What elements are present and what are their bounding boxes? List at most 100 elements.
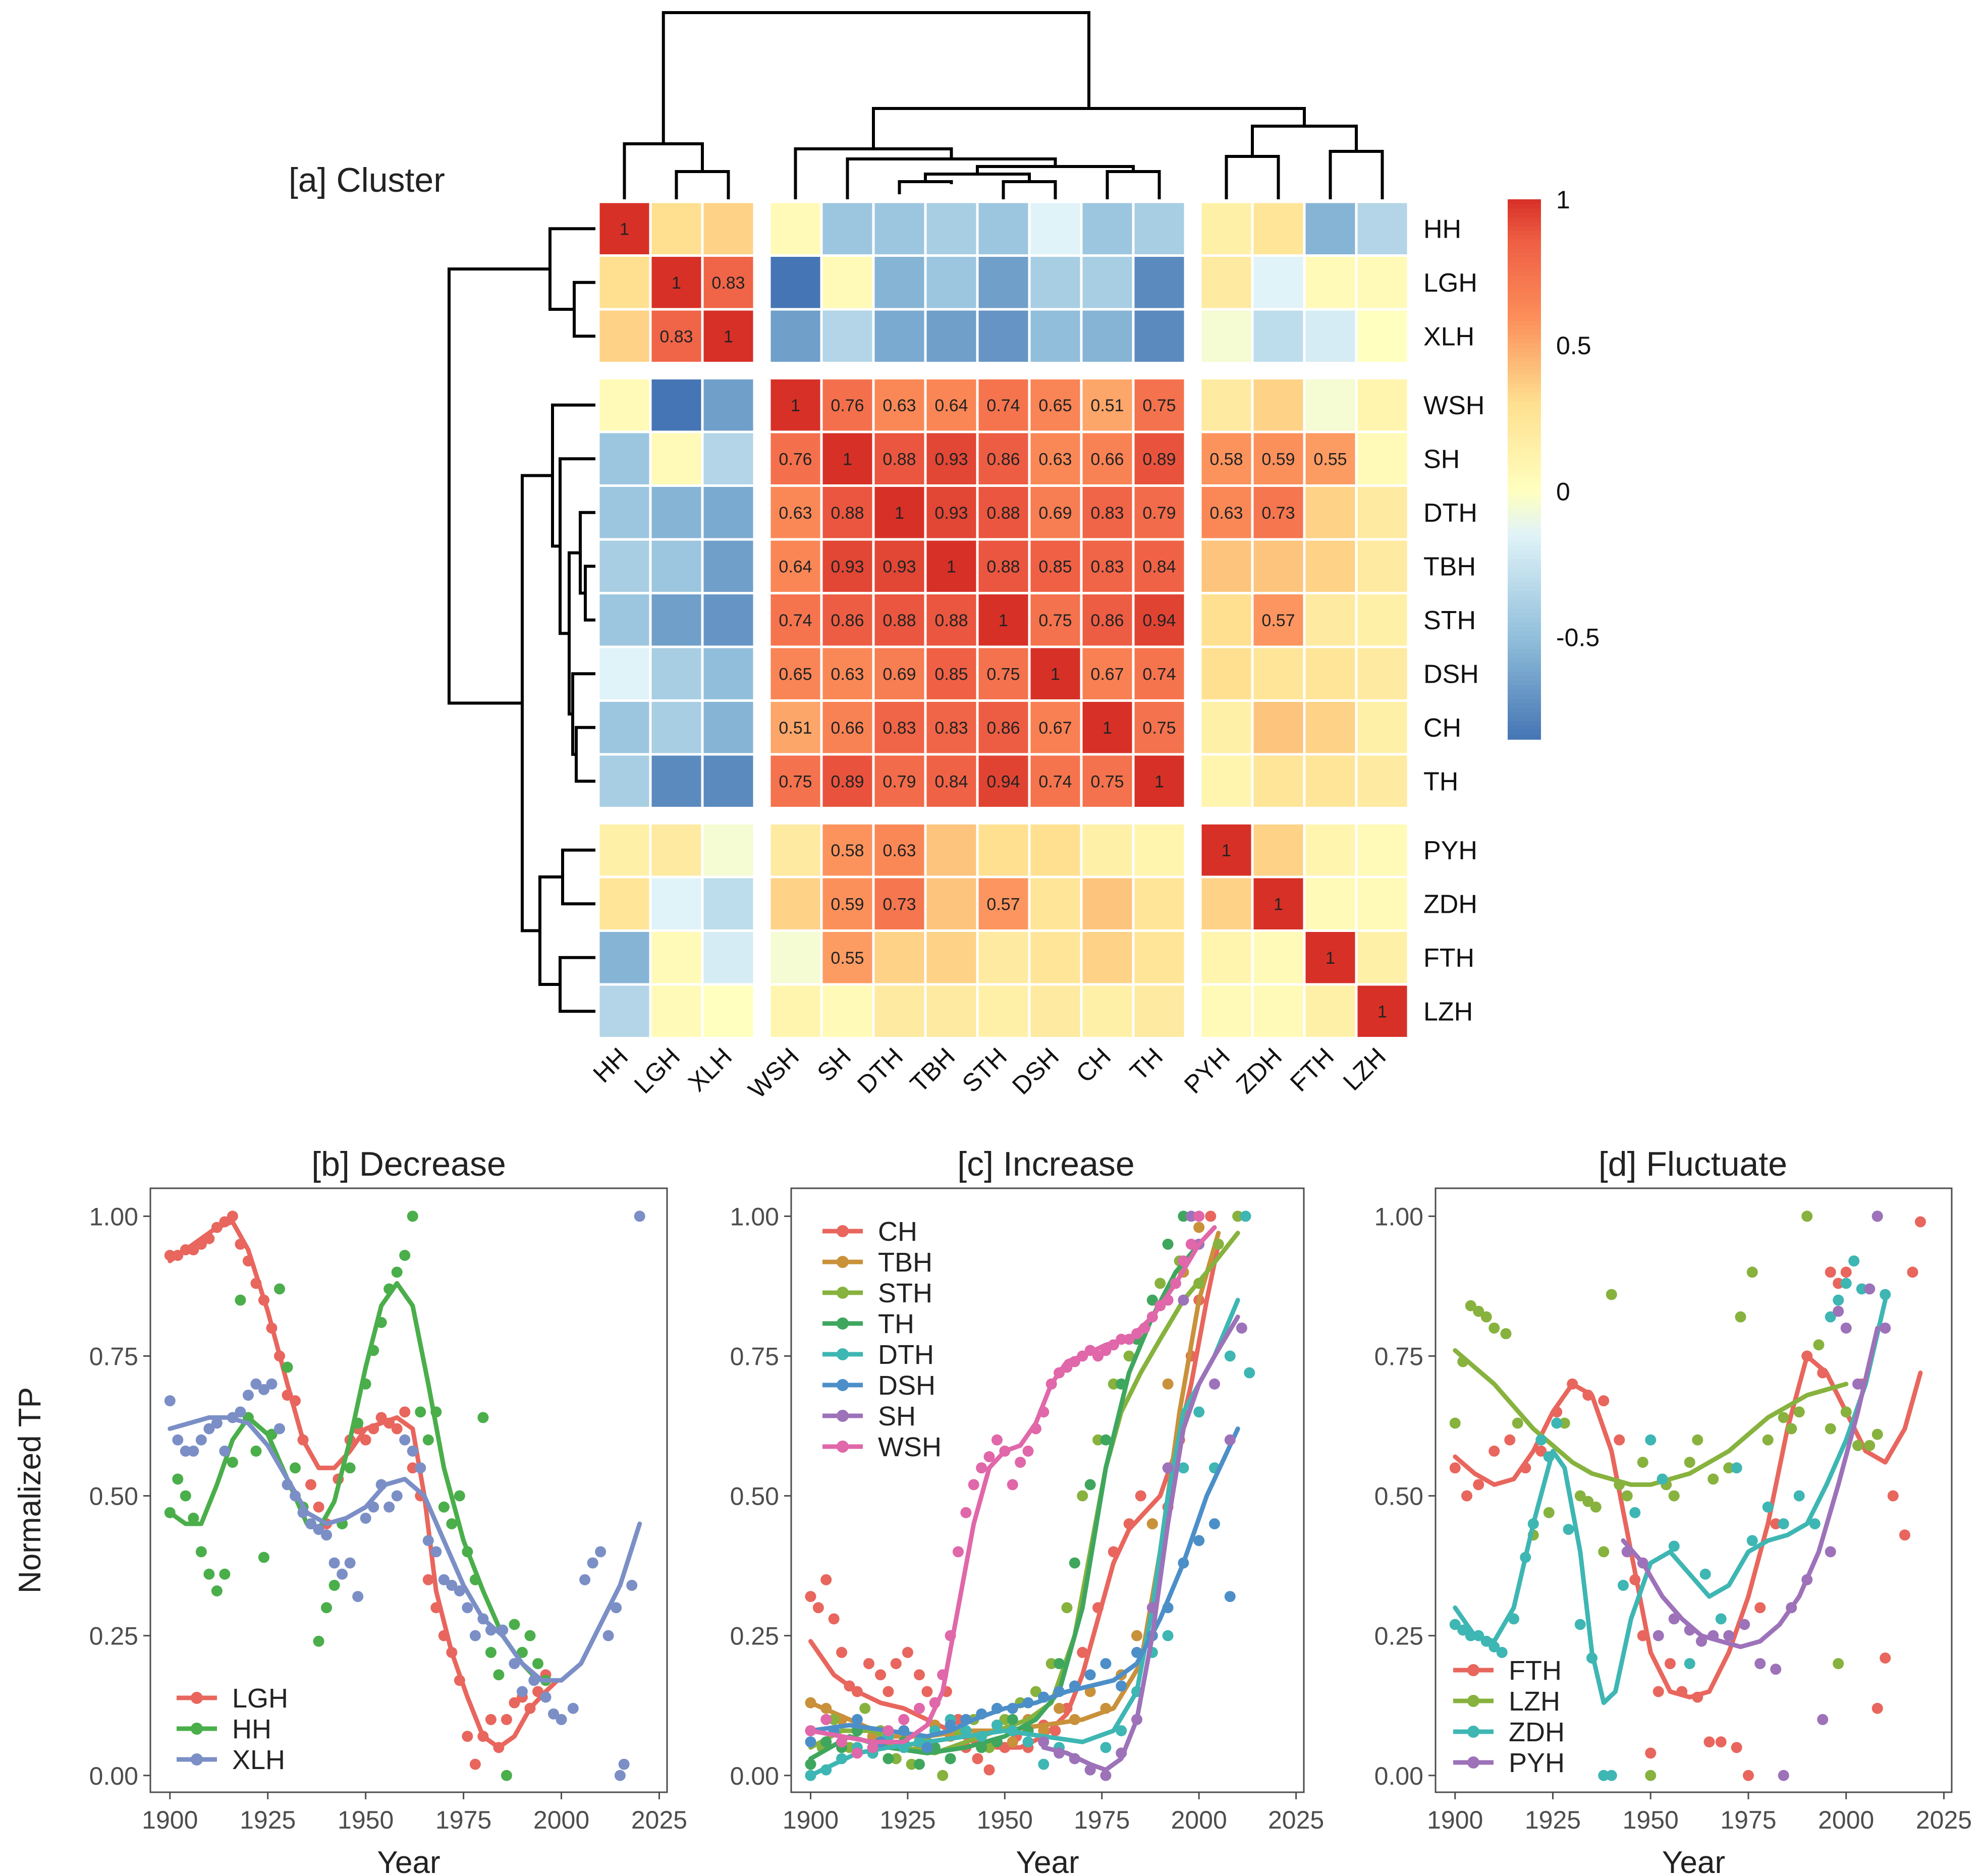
point-hh [172, 1473, 184, 1485]
row-label-sh: SH [1423, 445, 1460, 474]
point-tbh [1162, 1378, 1174, 1390]
point-lgh [485, 1714, 497, 1725]
y-tick-1.00: 1.00 [1374, 1202, 1423, 1231]
point-fth [1652, 1686, 1664, 1697]
colorbar-segment [1508, 545, 1541, 551]
point-xlh [172, 1434, 184, 1446]
cell-hh-ch [1080, 200, 1135, 257]
legend-label-th: TH [878, 1309, 914, 1339]
cell-th-fth [1303, 753, 1358, 809]
colorbar-segment [1508, 428, 1541, 434]
colorbar-segment [1508, 635, 1541, 641]
cell-value-zdh-zdh: 1 [1274, 895, 1283, 914]
point-wsh [983, 1451, 995, 1462]
legend-key-dot-pyh [1467, 1756, 1479, 1769]
point-pyh [1864, 1283, 1876, 1295]
point-lgh [501, 1714, 512, 1725]
cell-fth-dsh [1028, 929, 1083, 986]
cell-wsh-ch [1080, 377, 1135, 433]
point-xlh [422, 1535, 434, 1547]
cell-xlh-fth [1303, 308, 1358, 364]
cell-xlh-dth [872, 308, 927, 364]
colorbar-segment [1508, 726, 1541, 731]
point-wsh [898, 1714, 910, 1725]
cell-value-dsh-sh: 0.63 [831, 665, 864, 684]
colorbar-segment [1508, 370, 1541, 375]
point-fth [1899, 1529, 1910, 1541]
cell-value-pyh-dth: 0.63 [883, 841, 916, 860]
fluctuate-panel: [d] Fluctuate 1900 1925 1950 1975 2000 2025 0.… [1374, 1145, 1972, 1876]
smooth-line-dsh [808, 1426, 1240, 1739]
legend-label-xlh: XLH [232, 1745, 285, 1775]
point-fth [1449, 1462, 1461, 1474]
series-zdh [1449, 1210, 1891, 1781]
point-pyh [1825, 1546, 1836, 1558]
cell-lgh-dsh [1028, 254, 1083, 311]
point-dsh [1193, 1535, 1205, 1547]
point-ch [1077, 1646, 1088, 1658]
cell-dth-lgh [649, 484, 704, 541]
cell-pyh-fth [1303, 822, 1358, 878]
point-zdh [1606, 1770, 1617, 1781]
point-pyh [1723, 1630, 1735, 1641]
point-hh [415, 1406, 426, 1418]
point-sth [983, 1742, 995, 1753]
point-th [1054, 1658, 1065, 1670]
cell-dsh-xlh [701, 645, 756, 702]
point-lzh [1582, 1496, 1594, 1507]
cell-value-tbh-wsh: 0.64 [779, 557, 812, 576]
point-dsh [1084, 1669, 1096, 1681]
colorbar-segment [1508, 393, 1541, 398]
series-dsh [805, 1426, 1240, 1753]
decrease-title: [b] Decrease [311, 1145, 506, 1183]
cell-th-tbh [924, 753, 979, 809]
point-lzh [1598, 1546, 1610, 1558]
point-xlh [203, 1423, 215, 1434]
point-xlh [509, 1658, 520, 1670]
point-dsh [1116, 1680, 1127, 1692]
cell-value-dth-pyh: 0.63 [1209, 504, 1243, 523]
point-ch [1205, 1210, 1217, 1222]
colorbar-segment [1508, 275, 1541, 281]
cell-xlh-dsh [1028, 308, 1083, 364]
colorbar-segment [1508, 631, 1541, 636]
cell-dsh-sh [820, 645, 875, 702]
legend-label-tbh: TBH [878, 1247, 932, 1278]
colorbar-segment [1508, 681, 1541, 686]
cell-value-lgh-xlh: 0.83 [711, 273, 745, 293]
colorbar-segment [1508, 510, 1541, 515]
point-xlh [383, 1501, 395, 1513]
point-ch [805, 1591, 816, 1603]
cell-zdh-xlh [701, 875, 756, 932]
cell-value-ch-dsh: 0.67 [1038, 719, 1072, 738]
dendrogram-link [662, 11, 1090, 144]
cell-fth-dth [872, 929, 927, 986]
point-th [820, 1736, 832, 1748]
point-wsh [851, 1747, 863, 1759]
legend-label-ch: CH [878, 1217, 917, 1247]
point-th [914, 1758, 925, 1770]
row-label-zdh: ZDH [1423, 890, 1477, 919]
point-xlh [611, 1602, 622, 1614]
point-hh [391, 1266, 403, 1278]
point-th [1007, 1714, 1018, 1725]
point-lzh [1864, 1440, 1876, 1451]
x-tick-2000: 2000 [1171, 1806, 1227, 1834]
point-lzh [1746, 1266, 1758, 1278]
cell-zdh-wsh [768, 875, 823, 932]
point-xlh [446, 1579, 458, 1591]
x-tick-1925: 1925 [879, 1806, 935, 1834]
cell-value-dsh-sth: 0.75 [986, 665, 1020, 684]
point-lzh [1762, 1434, 1774, 1446]
x-tick-2025: 2025 [1268, 1806, 1324, 1834]
cell-dth-dsh [1028, 484, 1083, 541]
cell-xlh-zdh [1251, 308, 1306, 364]
point-fth [1473, 1479, 1484, 1491]
colorbar-segment [1508, 244, 1541, 250]
cell-dth-hh [597, 484, 652, 541]
series-fth [1449, 1216, 1926, 1781]
point-xlh [188, 1445, 199, 1457]
cell-value-fth-sh: 0.55 [831, 949, 864, 968]
colorbar-segment [1508, 532, 1541, 537]
